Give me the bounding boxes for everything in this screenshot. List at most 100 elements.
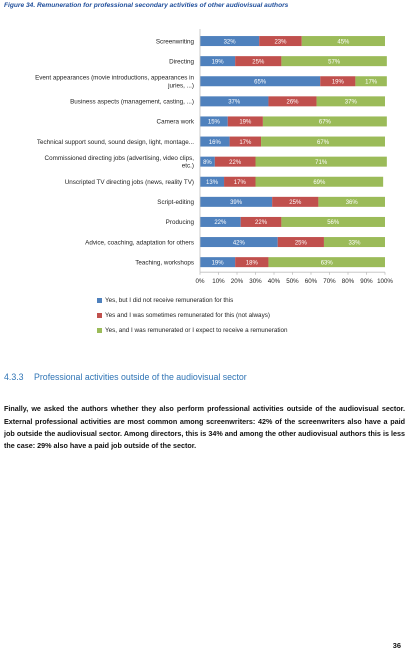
bar-value-label: 19% [239,120,252,126]
x-tick-label: 70% [323,278,336,285]
figure-caption: Figure 34. Remuneration for professional… [4,2,289,9]
bar-value-label: 45% [337,39,350,45]
bar-segment [200,136,230,147]
bar-segment [240,216,282,227]
bar-value-label: 37% [228,100,241,106]
bar-value-label: 19% [332,79,345,85]
bar-value-label: 39% [230,200,243,206]
bar-segment [281,216,385,227]
bar-segment [200,56,236,67]
bar-value-label: 22% [214,220,227,226]
category-label: Advice, coaching, adaptation for others [85,239,194,246]
bar-value-label: 8% [203,160,212,166]
bar-segment [200,96,269,107]
x-tick-label: 10% [212,278,225,285]
bar-segment [259,36,302,47]
bar-value-label: 22% [229,160,242,166]
x-tick-label: 90% [360,278,373,285]
category-label: Technical support sound, sound design, l… [37,139,194,146]
legend-label: Yes and I was sometimes remunerated for … [105,312,270,319]
bar-value-label: 19% [212,59,225,65]
x-tick-label: 60% [305,278,318,285]
bar-segment [318,196,385,207]
bar-segment [229,136,262,147]
bar-value-label: 57% [328,59,341,65]
x-tick-label: 40% [268,278,281,285]
bar-segment [268,96,317,107]
section-title: Professional activities outside of the a… [34,372,247,382]
bar-segment [200,257,236,268]
bar-value-label: 26% [286,100,299,106]
bar-segment [200,116,228,127]
bar-segment [235,56,282,67]
bar-segment [277,237,324,248]
bar-segment [200,196,273,207]
bar-value-label: 71% [315,160,328,166]
category-label: Unscripted TV directing jobs (news, real… [65,179,194,186]
bar-value-label: 25% [289,200,302,206]
bar-segment [301,36,385,47]
category-label: Event appearances (movie introductions, … [35,75,194,90]
bar-segment [200,36,260,47]
bar-segment [261,136,385,147]
legend-label: Yes, but I did not receive remuneration … [105,297,234,304]
bar-value-label: 32% [224,39,237,45]
section-heading: 4.3.3 Professional activities outside of … [4,372,247,382]
category-label: Script-editing [157,199,194,206]
bar-value-label: 25% [295,240,308,246]
bar-segment [281,56,387,67]
bar-segment [262,116,387,127]
x-tick-label: 30% [249,278,262,285]
bar-value-label: 37% [345,100,358,106]
bar-value-label: 22% [255,220,268,226]
legend-item-remunerated: Yes, and I was remunerated or I expect t… [97,323,287,338]
bar-value-label: 67% [317,140,330,146]
bar-value-label: 23% [274,39,287,45]
legend-swatch [97,298,102,303]
bar-value-label: 17% [365,79,378,85]
bar-value-label: 33% [348,240,361,246]
bar-segment [200,76,321,87]
legend-swatch [97,313,102,318]
body-paragraph: Finally, we asked the authors whether th… [4,404,405,451]
x-tick-label: 80% [342,278,355,285]
chart-legend: Yes, but I did not receive remuneration … [97,293,287,338]
bar-value-label: 67% [319,120,332,126]
legend-item-sometimes-remunerated: Yes and I was sometimes remunerated for … [97,308,287,323]
bar-value-label: 25% [252,59,265,65]
category-label: Business aspects (management, casting, .… [70,99,194,106]
bar-segment [200,216,241,227]
bar-value-label: 36% [346,200,359,206]
bar-segment [200,237,278,248]
bar-segment [355,76,387,87]
category-label: Directing [169,58,194,65]
bar-value-label: 17% [234,180,247,186]
bar-value-label: 56% [327,220,340,226]
bar-segment [323,237,385,248]
bar-value-label: 63% [321,260,334,266]
x-tick-label: 20% [231,278,244,285]
bar-value-label: 13% [206,180,219,186]
legend-swatch [97,328,102,333]
bar-segment [268,257,385,268]
x-tick-label: 50% [286,278,299,285]
category-label: Producing [166,219,195,226]
category-label: Camera work [157,119,195,126]
bar-segment [214,156,256,167]
bar-value-label: 42% [233,240,246,246]
bar-segment [255,176,384,187]
bar-segment [227,116,263,127]
bar-value-label: 69% [313,180,326,186]
bar-value-label: 19% [212,260,225,266]
page-number: 36 [392,641,401,650]
bar-segment [224,176,256,187]
x-tick-label: 0% [196,278,205,285]
bar-segment [200,156,215,167]
bar-segment [272,196,319,207]
bar-segment [200,176,225,187]
legend-label: Yes, and I was remunerated or I expect t… [105,327,288,334]
bar-value-label: 15% [208,120,221,126]
bar-segment [235,257,269,268]
bar-segment [316,96,385,107]
category-label: Commissioned directing jobs (advertising… [45,155,195,170]
